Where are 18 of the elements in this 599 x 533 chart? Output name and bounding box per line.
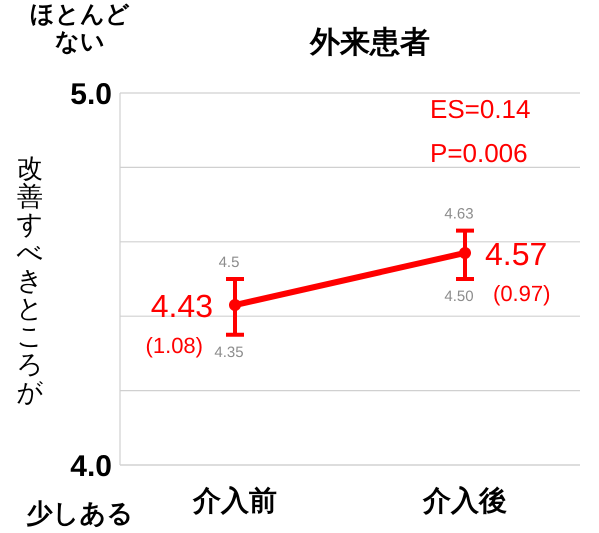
y-tick-label: 4.0 bbox=[70, 450, 112, 483]
x-tick-label: 介入後 bbox=[422, 485, 507, 516]
annotation: (0.97) bbox=[493, 280, 550, 306]
data-label: 4.57 bbox=[485, 236, 548, 272]
text: 改善すべきところが bbox=[16, 153, 44, 407]
data-label: 4.43 bbox=[150, 288, 213, 324]
annotation: 4.63 bbox=[444, 206, 474, 223]
annotation: P=0.006 bbox=[430, 138, 528, 168]
x-tick-label: 介入前 bbox=[192, 485, 277, 516]
annotation: ES=0.14 bbox=[430, 94, 530, 124]
annotation: (1.08) bbox=[146, 333, 203, 358]
annotation: 4.5 bbox=[218, 254, 240, 271]
chart-title: 外来患者 bbox=[309, 26, 430, 59]
text: 少しある bbox=[26, 498, 134, 528]
annotation: 4.50 bbox=[444, 288, 474, 305]
annotation: 4.35 bbox=[214, 344, 244, 361]
y-tick-label: 5.0 bbox=[70, 78, 112, 111]
text: ほとんどない bbox=[30, 1, 130, 56]
